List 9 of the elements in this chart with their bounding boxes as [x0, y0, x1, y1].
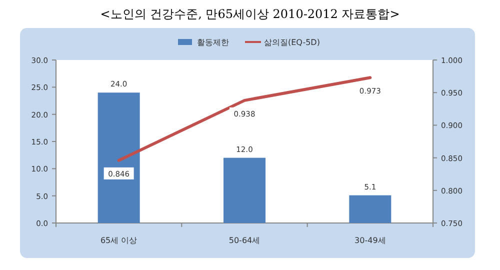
- legend-label: 삶의질(EQ-5D): [264, 38, 320, 47]
- bar: [349, 195, 392, 223]
- bar: [224, 158, 266, 223]
- x-tick-label: 50-64세: [228, 236, 260, 245]
- bar: [98, 92, 140, 223]
- chart-title: <노인의 건강수준, 만65세이상 2010-2012 자료통합>: [100, 7, 400, 21]
- x-tick-label: 65세 이상: [100, 236, 138, 245]
- legend-label: 활동제한: [197, 38, 229, 47]
- x-tick-label: 30-49세: [354, 236, 386, 245]
